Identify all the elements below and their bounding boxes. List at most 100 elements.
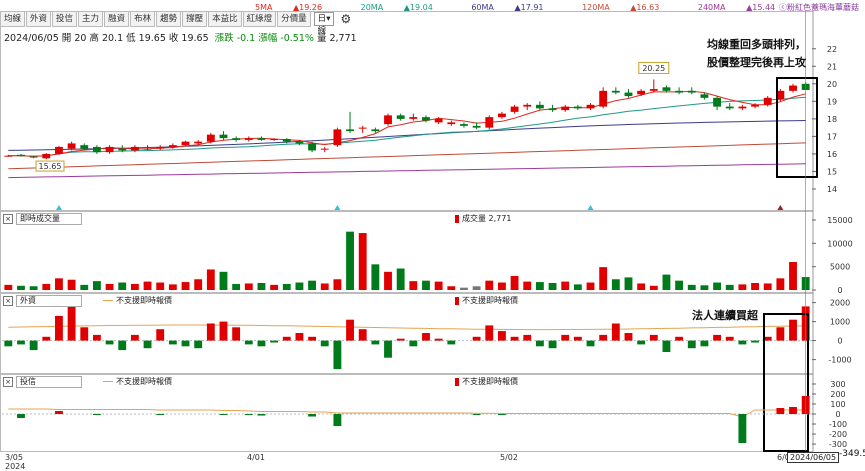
line-swatch	[103, 300, 113, 301]
ma20-label: 20MA	[360, 3, 384, 12]
candle-body	[257, 138, 266, 140]
foreign-bar	[561, 334, 570, 341]
annotation-ma-bullish: 均線重回多頭排列， 股價整理完後再上攻	[707, 36, 806, 72]
trust-pane-selector[interactable]: × 投信	[3, 376, 82, 388]
foreign-bar	[320, 340, 329, 347]
trust-pane-name: 投信	[16, 376, 82, 388]
ma5-line	[8, 90, 806, 157]
info-low: 低 19.65	[126, 33, 166, 44]
foreign-bar	[611, 323, 620, 341]
pane-close-icon[interactable]: ×	[3, 296, 13, 306]
candle-body	[434, 118, 443, 123]
foreign-bar	[599, 334, 608, 341]
volume-pane-selector[interactable]: × 即時成交量	[3, 213, 82, 225]
volume-bar	[384, 271, 392, 290]
tab-foreign[interactable]: 外資	[26, 11, 52, 27]
ma60-value: ▲17.91	[514, 3, 544, 12]
period-select[interactable]: 日線 ▾	[313, 12, 335, 36]
ma-legend: 5MA ▲19.26 20MA ▲19.04 60MA ▲17.91 120MA…	[255, 3, 811, 12]
candle-body	[409, 117, 418, 119]
volume-bar	[447, 286, 456, 290]
tab-support[interactable]: 撐壓	[182, 11, 208, 27]
foreign-bar	[17, 340, 25, 345]
x-label-year: 2024	[5, 462, 26, 471]
foreign-bar	[447, 340, 456, 345]
foreign-bar	[725, 336, 734, 341]
ma60-line	[8, 120, 806, 151]
ma60-label: 60MA	[471, 3, 494, 12]
candle-body	[751, 104, 759, 107]
tab-price-volume[interactable]: 分價量	[277, 11, 311, 27]
foreign-bar	[624, 333, 633, 341]
volume-bar	[130, 283, 139, 290]
trust-bar	[789, 407, 797, 415]
foreign-bar	[396, 338, 405, 341]
volume-tick-label: 0	[837, 286, 842, 295]
ohlc-info: 2024/06/05 開 20 高 20.1 低 19.65 收 19.65 漲…	[4, 30, 357, 44]
foreign-pane-selector[interactable]: × 外資	[3, 295, 82, 307]
volume-bar	[573, 284, 582, 290]
tab-bollinger[interactable]: 布林	[130, 11, 156, 27]
tab-trend[interactable]: 趨勢	[156, 11, 182, 27]
volume-bar	[257, 283, 266, 290]
foreign-bar	[738, 340, 747, 345]
ma120-label: 120MA	[582, 3, 610, 12]
tab-margin[interactable]: 融資	[104, 11, 130, 27]
high-label: 20.25	[642, 64, 665, 73]
trust-tick-label: -100	[829, 420, 847, 429]
tab-major[interactable]: 主力	[78, 11, 104, 27]
tab-trust[interactable]: 投信	[52, 11, 78, 27]
candle-body	[789, 85, 797, 91]
foreign-tick-label: 2000	[830, 299, 850, 308]
trust-bar	[497, 414, 506, 416]
volume-bar	[270, 284, 279, 290]
volume-bar	[371, 264, 380, 290]
candle-body	[118, 148, 127, 151]
foreign-bar	[257, 340, 266, 347]
foreign-bar	[232, 327, 241, 341]
x-label-1: 4/01	[247, 453, 265, 462]
foreign-legend-1: 不支援即時報價	[116, 296, 172, 305]
foreign-bar	[206, 323, 215, 341]
volume-bar	[92, 281, 101, 290]
volume-bar	[143, 281, 152, 290]
candle-body	[713, 97, 722, 107]
candle-body	[194, 141, 203, 144]
trust-tick-label: 0	[835, 410, 840, 419]
volume-bar	[17, 285, 25, 290]
volume-bar	[434, 281, 443, 290]
pane-close-icon[interactable]: ×	[3, 377, 13, 387]
volume-bar	[168, 284, 177, 290]
volume-bar	[308, 280, 317, 290]
candle-body	[422, 117, 430, 121]
foreign-bar	[358, 329, 367, 341]
price-tick-label: 19	[827, 97, 837, 106]
candle-body	[92, 146, 101, 153]
trust-bar	[257, 414, 266, 416]
bar-swatch	[455, 377, 459, 386]
volume-bar	[181, 282, 190, 290]
volume-bar	[713, 282, 722, 290]
foreign-bar	[156, 329, 165, 341]
trust-bar	[308, 414, 317, 417]
tab-pe[interactable]: 本益比	[208, 11, 242, 27]
tab-ma[interactable]: 均線	[0, 11, 26, 27]
gear-icon[interactable]: ⚙	[340, 12, 352, 26]
foreign-bar	[143, 340, 152, 349]
low-label-box	[35, 160, 65, 172]
pane-close-icon[interactable]: ×	[3, 214, 13, 224]
candle-body	[548, 108, 557, 111]
trust-bar	[55, 411, 63, 415]
tab-traffic-light[interactable]: 紅綠燈	[242, 11, 277, 27]
candle-body	[181, 141, 190, 146]
volume-bar	[4, 284, 13, 290]
candle-body	[586, 104, 595, 109]
ma120-legend: 120MA ▲16.63	[582, 3, 677, 12]
volume-pane-name: 即時成交量	[16, 213, 82, 225]
foreign-bar	[308, 336, 317, 341]
foreign-bar	[295, 333, 304, 341]
candle-body	[219, 134, 228, 139]
candle-body	[270, 139, 279, 141]
price-tick-label: 21	[827, 62, 837, 71]
